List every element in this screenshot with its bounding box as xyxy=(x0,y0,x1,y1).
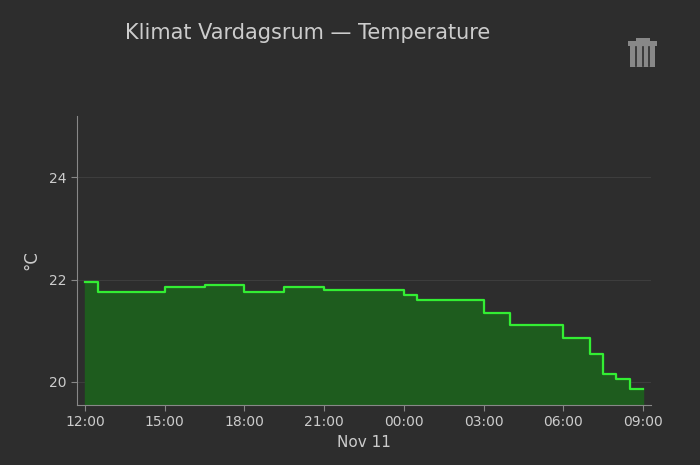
Y-axis label: °C: °C xyxy=(22,251,41,270)
X-axis label: Nov 11: Nov 11 xyxy=(337,434,391,450)
Text: Klimat Vardagsrum — Temperature: Klimat Vardagsrum — Temperature xyxy=(125,22,491,43)
